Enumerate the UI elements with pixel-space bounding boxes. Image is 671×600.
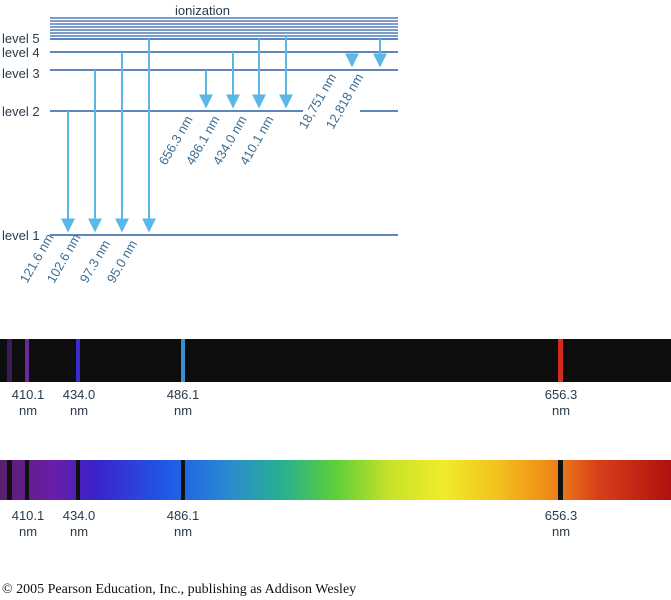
ionization-band bbox=[50, 17, 398, 37]
absorption-tick-486-1-unit: nm bbox=[174, 524, 192, 539]
absorption-tick-410-1: 410.1 bbox=[12, 508, 45, 523]
absorption-tick-434-0: 434.0 bbox=[63, 508, 96, 523]
paschen-arrows bbox=[345, 39, 387, 68]
ionization-label: ionization bbox=[175, 3, 230, 18]
absorption-tick-656-3-unit: nm bbox=[552, 524, 570, 539]
emission-tick-434-0: 434.0 bbox=[63, 387, 96, 402]
absorption-line-410-1 bbox=[25, 460, 29, 500]
level-3-label: level 3 bbox=[2, 66, 40, 81]
lyman-arrows bbox=[61, 39, 156, 233]
balmer-arrows bbox=[199, 36, 293, 109]
level-4-label: level 4 bbox=[2, 45, 40, 60]
level-1-label: level 1 bbox=[2, 228, 40, 243]
emission-tick-434-0-unit: nm bbox=[70, 403, 88, 418]
absorption-tick-434-0-unit: nm bbox=[70, 524, 88, 539]
emission-line-486-1 bbox=[181, 339, 185, 382]
absorption-line-656-3 bbox=[558, 460, 563, 500]
level-2-label: level 2 bbox=[2, 104, 40, 119]
level-5-label: level 5 bbox=[2, 31, 40, 46]
emission-tick-656-3: 656.3 bbox=[545, 387, 578, 402]
emission-line-434-0 bbox=[76, 339, 80, 382]
emission-tick-486-1-unit: nm bbox=[174, 403, 192, 418]
absorption-tick-656-3: 656.3 bbox=[545, 508, 578, 523]
emission-tick-410-1-unit: nm bbox=[19, 403, 37, 418]
absorption-spectrum bbox=[0, 460, 671, 500]
emission-line-656-3 bbox=[558, 339, 563, 382]
absorption-line-434-0 bbox=[76, 460, 80, 500]
absorption-line-486-1 bbox=[181, 460, 185, 500]
emission-tick-486-1: 486.1 bbox=[167, 387, 200, 402]
emission-tick-656-3-unit: nm bbox=[552, 403, 570, 418]
emission-line-violet-faint bbox=[7, 339, 12, 382]
absorption-line-faint bbox=[7, 460, 12, 500]
emission-tick-410-1: 410.1 bbox=[12, 387, 45, 402]
copyright-notice: © 2005 Pearson Education, Inc., publishi… bbox=[2, 582, 357, 597]
absorption-tick-486-1: 486.1 bbox=[167, 508, 200, 523]
absorption-tick-410-1-unit: nm bbox=[19, 524, 37, 539]
emission-spectrum bbox=[0, 339, 671, 382]
emission-line-410-1 bbox=[25, 339, 29, 382]
